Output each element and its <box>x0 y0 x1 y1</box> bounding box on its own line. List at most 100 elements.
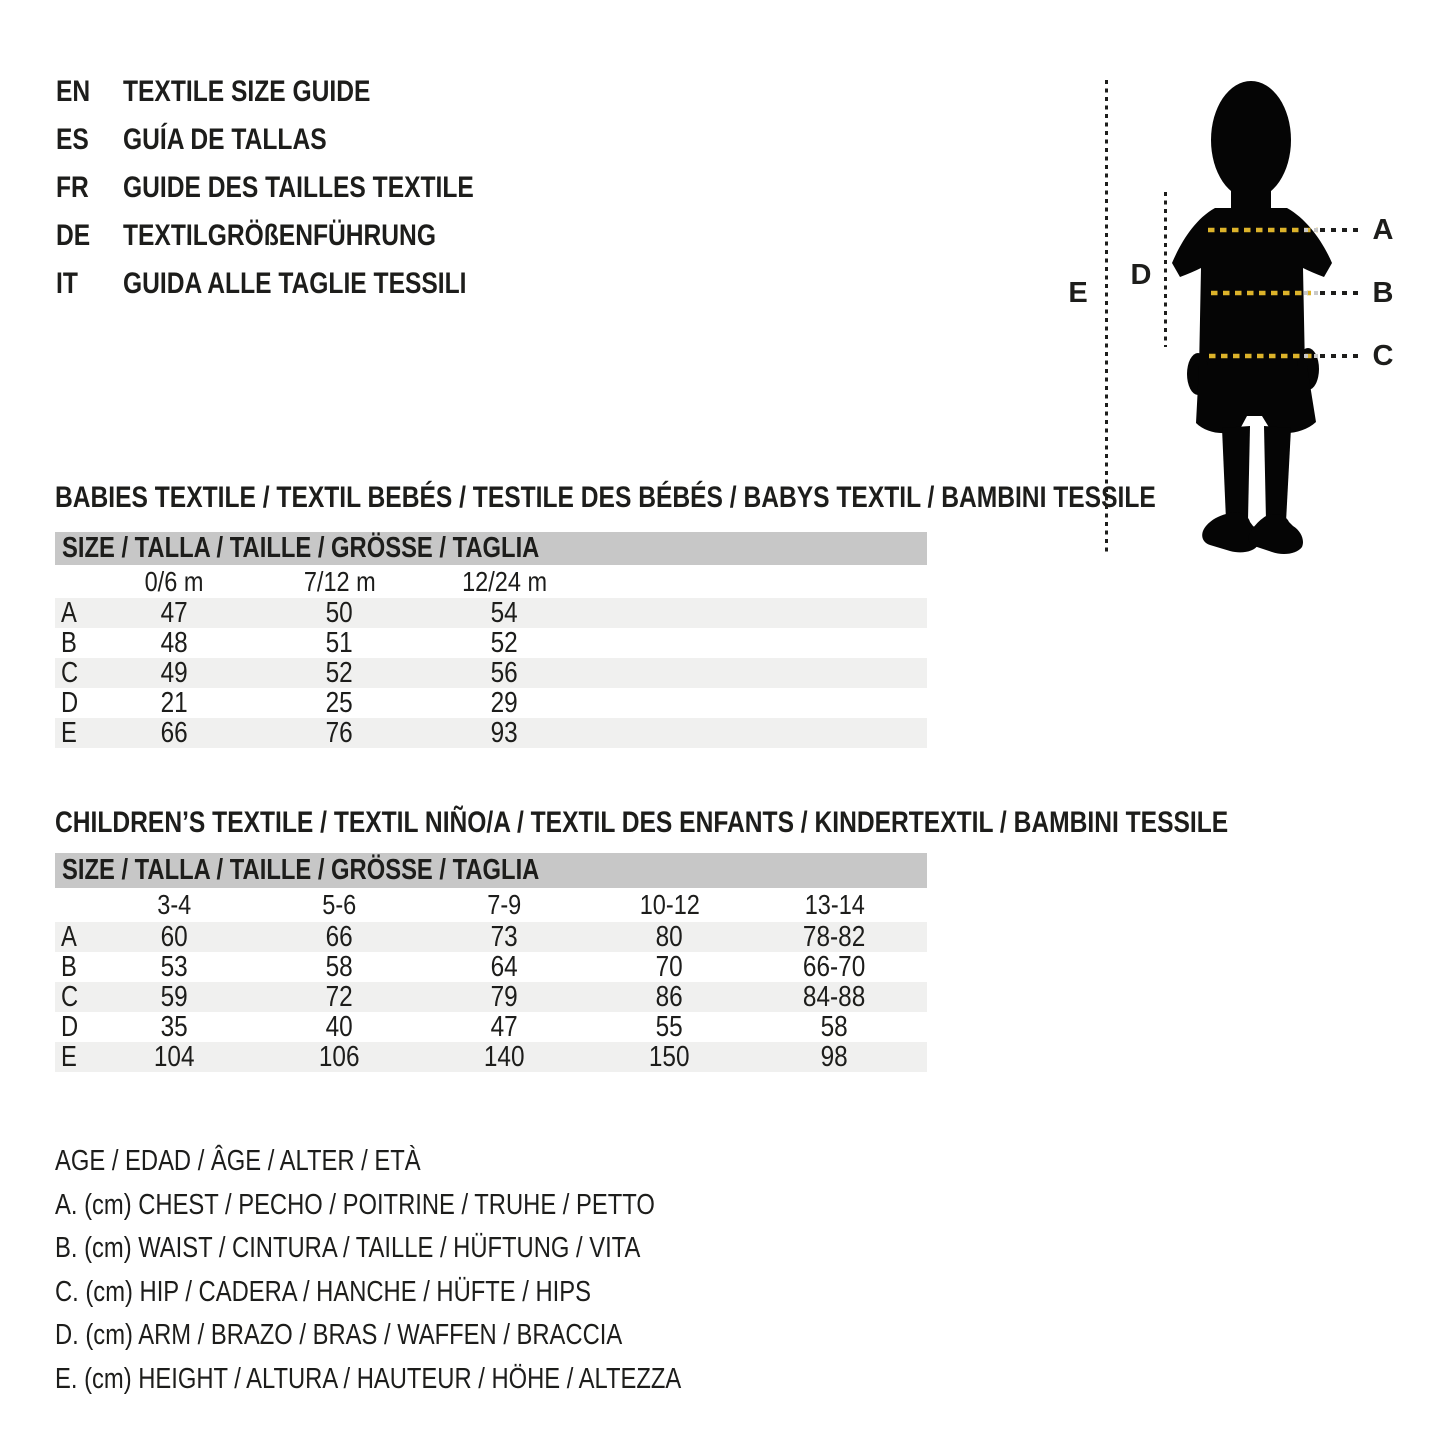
legend-line: B. (cm) WAIST / CINTURA / TAILLE / HÜFTU… <box>55 1232 641 1265</box>
chest-pointer-fade <box>1304 228 1318 232</box>
babies-heading: BABIES TEXTILE / TEXTIL BEBÉS / TESTILE … <box>55 481 1156 514</box>
language-code: IT <box>56 267 78 300</box>
language-title: GUÍA DE TALLAS <box>123 123 327 156</box>
waist-label: B <box>1372 277 1394 309</box>
language-title-row: IT GUIDA ALLE TAGLIE TESSILI <box>56 260 551 308</box>
column-header-cell: 3-4 <box>157 889 192 920</box>
row-label: E <box>61 717 77 749</box>
cell-value: 47 <box>160 597 189 629</box>
legend-line: AGE / EDAD / ÂGE / ALTER / ETÀ <box>55 1145 421 1177</box>
table-row: C 49 52 56 <box>55 658 927 688</box>
cell-value: 59 <box>160 981 189 1013</box>
hip-pointer <box>1320 354 1364 358</box>
cell-value: 52 <box>490 627 519 659</box>
legend-line: C. (cm) HIP / CADERA / HANCHE / HÜFTE / … <box>55 1275 591 1308</box>
column-header-cell: 5-6 <box>322 889 357 920</box>
cell-value: 66-70 <box>803 951 866 983</box>
row-label: B <box>61 951 77 983</box>
measurement-legend: AGE / EDAD / ÂGE / ALTER / ETÀ A. (cm) CH… <box>55 1140 819 1402</box>
cell-value: 40 <box>325 1011 354 1043</box>
table-row: B 53 58 64 70 66-70 <box>55 952 927 982</box>
cell-value: 25 <box>325 687 354 719</box>
table-row: D 21 25 29 <box>55 688 927 718</box>
cell-value: 80 <box>655 921 684 953</box>
children-size-table: SIZE / TALLA / TAILLE / GRÖSSE / TAGLIA … <box>55 853 927 1072</box>
column-header-cell: 13-14 <box>804 889 865 920</box>
cell-value: 64 <box>490 951 519 983</box>
child-silhouette <box>1172 81 1332 555</box>
cell-value: 52 <box>325 657 354 689</box>
column-header-cell: 10-12 <box>639 889 700 920</box>
cell-value: 21 <box>160 687 189 719</box>
height-label: E <box>1068 277 1088 309</box>
row-label: D <box>61 1011 79 1043</box>
babies-column-headers: 0/6 m 7/12 m 12/24 m <box>92 565 587 598</box>
cell-value: 66 <box>160 717 189 749</box>
legend-line: D. (cm) ARM / BRAZO / BRAS / WAFFEN / BR… <box>55 1319 623 1352</box>
waist-pointer-fade <box>1304 291 1318 295</box>
legend-line: A. (cm) CHEST / PECHO / POITRINE / TRUHE… <box>55 1188 655 1221</box>
row-label: B <box>61 627 77 659</box>
chest-pointer <box>1320 228 1364 232</box>
cell-value: 86 <box>655 981 684 1013</box>
legend-line: E. (cm) HEIGHT / ALTURA / HAUTEUR / HÖHE… <box>55 1362 682 1395</box>
corner-cell <box>55 888 92 922</box>
babies-size-table: SIZE / TALLA / TAILLE / GRÖSSE / TAGLIA … <box>55 532 927 748</box>
table-row: C 59 72 79 86 84-88 <box>55 982 927 1012</box>
cell-value: 58 <box>325 951 354 983</box>
children-column-headers: 3-4 5-6 7-9 10-12 13-14 <box>92 888 917 922</box>
cell-value: 106 <box>319 1041 360 1073</box>
language-title: TEXTILE SIZE GUIDE <box>123 75 371 108</box>
column-header-cell: 7/12 m <box>303 566 376 597</box>
cell-value: 50 <box>325 597 354 629</box>
table-row: A 60 66 73 80 78-82 <box>55 922 927 952</box>
language-title-list: EN TEXTILE SIZE GUIDE ES GUÍA DE TALLAS … <box>56 68 551 308</box>
cell-value: 48 <box>160 627 189 659</box>
cell-value: 73 <box>490 921 519 953</box>
table-row: B 48 51 52 <box>55 628 927 658</box>
language-title-row: DE TEXTILGRÖßENFÜHRUNG <box>56 212 551 260</box>
table-row: D 35 40 47 55 58 <box>55 1012 927 1042</box>
language-title-row: EN TEXTILE SIZE GUIDE <box>56 68 551 116</box>
cell-value: 78-82 <box>803 921 866 953</box>
cell-value: 98 <box>820 1041 849 1073</box>
row-label: D <box>61 687 79 719</box>
children-heading: CHILDREN’S TEXTILE / TEXTIL NIÑO/A / TEX… <box>55 806 1229 839</box>
cell-value: 35 <box>160 1011 189 1043</box>
cell-value: 49 <box>160 657 189 689</box>
language-code: DE <box>56 219 91 252</box>
language-title: GUIDA ALLE TAGLIE TESSILI <box>123 267 467 300</box>
row-label: C <box>61 657 79 689</box>
cell-value: 58 <box>820 1011 849 1043</box>
cell-value: 84-88 <box>803 981 866 1013</box>
language-title: TEXTILGRÖßENFÜHRUNG <box>123 219 436 252</box>
chest-label: A <box>1372 214 1394 246</box>
cell-value: 29 <box>490 687 519 719</box>
cell-value: 72 <box>325 981 354 1013</box>
language-code: FR <box>56 171 89 204</box>
children-size-header-bar: SIZE / TALLA / TAILLE / GRÖSSE / TAGLIA <box>55 853 927 888</box>
cell-value: 93 <box>490 717 519 749</box>
hip-label: C <box>1372 340 1394 372</box>
children-table-body: A 60 66 73 80 78-82 B 53 58 64 70 66-70 C 59 72 79… <box>55 922 927 1072</box>
language-code: ES <box>56 123 89 156</box>
cell-value: 79 <box>490 981 519 1013</box>
cell-value: 104 <box>154 1041 195 1073</box>
cell-value: 66 <box>325 921 354 953</box>
language-title: GUIDE DES TAILLES TEXTILE <box>123 171 474 204</box>
column-header-cell: 7-9 <box>487 889 522 920</box>
arm-label: D <box>1130 259 1152 291</box>
babies-column-header-row: 0/6 m 7/12 m 12/24 m <box>55 565 927 598</box>
babies-size-header-bar: SIZE / TALLA / TAILLE / GRÖSSE / TAGLIA <box>55 532 927 565</box>
cell-value: 55 <box>655 1011 684 1043</box>
language-title-row: FR GUIDE DES TAILLES TEXTILE <box>56 164 551 212</box>
cell-value: 60 <box>160 921 189 953</box>
table-row: E 66 76 93 <box>55 718 927 748</box>
row-label: A <box>61 597 77 629</box>
cell-value: 54 <box>490 597 519 629</box>
column-header-cell: 12/24 m <box>462 566 547 597</box>
babies-table-body: A 47 50 54 B 48 51 52 C 49 52 56 D 21 25 29 <box>55 598 927 748</box>
language-title-row: ES GUÍA DE TALLAS <box>56 116 551 164</box>
row-label: A <box>61 921 77 953</box>
cell-value: 47 <box>490 1011 519 1043</box>
